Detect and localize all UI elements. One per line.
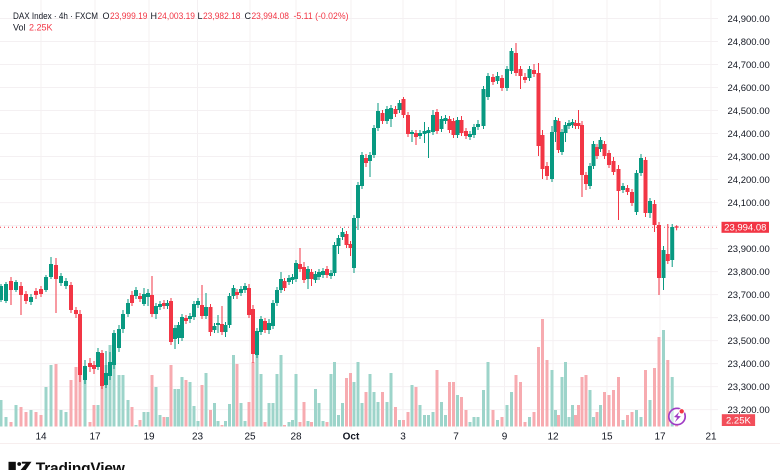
svg-text:25: 25 xyxy=(244,432,256,443)
svg-text:21: 21 xyxy=(705,432,717,443)
svg-text:15: 15 xyxy=(601,432,613,443)
svg-text:Oct: Oct xyxy=(343,432,360,443)
svg-text:23,400.00: 23,400.00 xyxy=(728,359,770,370)
svg-text:9: 9 xyxy=(502,432,508,443)
svg-text:24,900.00: 24,900.00 xyxy=(728,14,770,25)
svg-text:14: 14 xyxy=(35,432,47,443)
svg-text:23,994.08: 23,994.08 xyxy=(724,223,766,234)
svg-text:L: L xyxy=(198,11,203,21)
svg-text:19: 19 xyxy=(143,432,155,443)
svg-text:24,800.00: 24,800.00 xyxy=(728,37,770,48)
svg-text:24,500.00: 24,500.00 xyxy=(728,106,770,117)
svg-text:O: O xyxy=(103,11,110,21)
svg-text:7: 7 xyxy=(453,432,459,443)
svg-text:-5.11 (-0.02%): -5.11 (-0.02%) xyxy=(294,11,349,21)
svg-text:23,994.08: 23,994.08 xyxy=(252,11,290,21)
svg-text:24,300.00: 24,300.00 xyxy=(728,152,770,163)
svg-text:24,600.00: 24,600.00 xyxy=(728,83,770,94)
svg-text:23,982.18: 23,982.18 xyxy=(203,11,241,21)
svg-text:H: H xyxy=(151,11,158,21)
svg-text:23,300.00: 23,300.00 xyxy=(728,382,770,393)
svg-text:12: 12 xyxy=(547,432,559,443)
svg-text:24,400.00: 24,400.00 xyxy=(728,129,770,140)
svg-text:23,700.00: 23,700.00 xyxy=(728,290,770,301)
svg-text:2.25K: 2.25K xyxy=(29,23,53,33)
svg-text:3: 3 xyxy=(400,432,406,443)
svg-text:23,500.00: 23,500.00 xyxy=(728,336,770,347)
svg-text:C: C xyxy=(245,11,252,21)
svg-text:23,800.00: 23,800.00 xyxy=(728,267,770,278)
svg-text:23,200.00: 23,200.00 xyxy=(728,405,770,416)
svg-text:24,003.19: 24,003.19 xyxy=(158,11,196,21)
svg-text:24,700.00: 24,700.00 xyxy=(728,60,770,71)
svg-text:23: 23 xyxy=(192,432,204,443)
svg-text:24,200.00: 24,200.00 xyxy=(728,175,770,186)
svg-text:23,600.00: 23,600.00 xyxy=(728,313,770,324)
svg-text:DAX Index · 4h · FXCM: DAX Index · 4h · FXCM xyxy=(13,11,98,21)
svg-text:23,900.00: 23,900.00 xyxy=(728,244,770,255)
svg-text:17: 17 xyxy=(89,432,101,443)
svg-text:23,999.19: 23,999.19 xyxy=(110,11,148,21)
svg-text:24,100.00: 24,100.00 xyxy=(728,198,770,209)
svg-text:28: 28 xyxy=(290,432,302,443)
svg-text:TradingView: TradingView xyxy=(36,461,126,470)
svg-text:Vol: Vol xyxy=(13,23,26,33)
svg-text:2.25K: 2.25K xyxy=(726,416,751,427)
svg-text:17: 17 xyxy=(654,432,666,443)
